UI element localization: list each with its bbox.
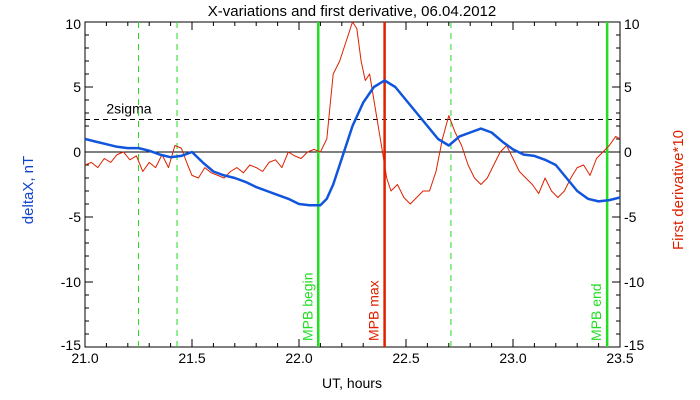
y-tick-label-left: 5 [73,79,81,95]
reference-lines-group: 2sigma [85,101,620,153]
x-tick-label: 21.0 [71,350,98,366]
y-tick-label-right: 5 [624,79,632,95]
x-tick-label: 22.5 [392,350,419,366]
event-line-mpb-begin-label: MPB begin [299,273,315,341]
series-line-derivative [85,22,620,205]
y-tick-label-left: -10 [61,274,81,290]
two-sigma-label: 2sigma [106,101,151,117]
x-tick-label: 23.0 [499,350,526,366]
plot-frame [84,21,621,348]
x-tick-label: 22.0 [285,350,312,366]
y-tick-label-left: 0 [73,144,81,160]
event-labels-group: MPB begin MPB max MPB end [299,273,604,341]
y-tick-label-right: 0 [624,144,632,160]
x-tick-label: 23.5 [606,350,633,366]
y-tick-label-left: -5 [69,209,82,225]
y-tick-label-left: -15 [61,337,81,353]
y-tick-label-right: -10 [624,274,644,290]
y-axis-label-left: deltaX, nT [20,156,37,224]
y-tick-label-right: -5 [624,209,637,225]
series-group [85,22,620,207]
x-tick-label: 21.5 [178,350,205,366]
series-line-deltax [85,79,620,207]
y-tick-label-right: -15 [624,337,644,353]
event-lines-group [138,22,609,347]
y-tick-label-left: 10 [65,16,81,32]
chart-title: X-variations and first derivative, 06.04… [208,3,497,20]
y-axis-label-right: First derivative*10 [670,130,687,250]
event-line-mpb-end-label: MPB end [588,283,604,341]
x-axis-label: UT, hours [322,375,382,391]
y-tick-label-right: 10 [624,16,640,32]
event-line-mpb-max-label: MPB max [366,280,382,341]
axis-ticks-group: 21.0 21.5 22.0 22.5 23.0 23.5-15 -15-10 -10-5 -5… [61,16,645,366]
